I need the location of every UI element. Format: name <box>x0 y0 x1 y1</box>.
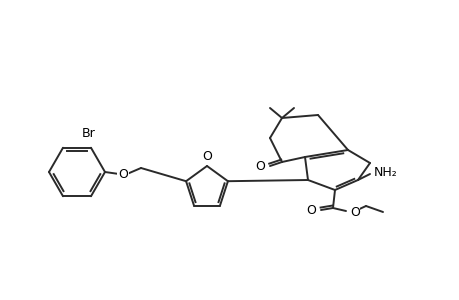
Text: Br: Br <box>82 127 95 140</box>
Text: O: O <box>305 203 315 217</box>
Text: O: O <box>202 150 212 163</box>
Text: NH₂: NH₂ <box>373 166 397 178</box>
Text: O: O <box>349 206 359 218</box>
Text: O: O <box>118 167 128 181</box>
Text: O: O <box>255 160 264 172</box>
